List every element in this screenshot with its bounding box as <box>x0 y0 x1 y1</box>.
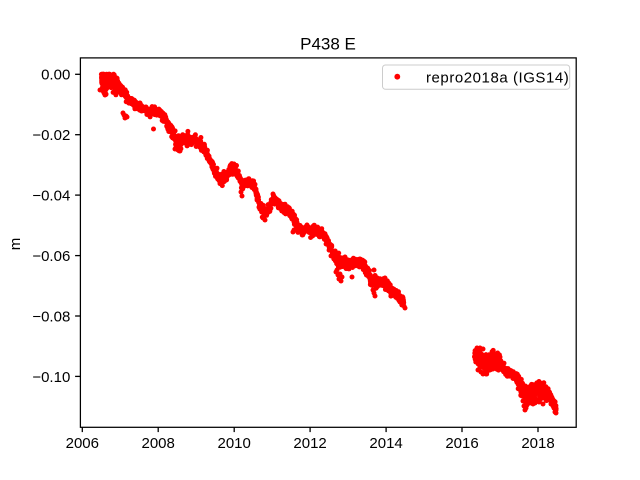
svg-text:2012: 2012 <box>293 435 326 452</box>
svg-text:−0.06: −0.06 <box>32 248 70 265</box>
svg-text:2006: 2006 <box>66 435 99 452</box>
svg-text:2016: 2016 <box>445 435 478 452</box>
svg-text:2014: 2014 <box>369 435 402 452</box>
svg-text:0.00: 0.00 <box>41 67 70 84</box>
svg-text:P438 E: P438 E <box>300 34 356 53</box>
svg-text:repro2018a (IGS14): repro2018a (IGS14) <box>426 70 569 87</box>
svg-text:−0.04: −0.04 <box>32 188 70 205</box>
svg-text:−0.10: −0.10 <box>32 369 70 386</box>
svg-text:2018: 2018 <box>521 435 554 452</box>
svg-text:2010: 2010 <box>218 435 251 452</box>
svg-text:m: m <box>7 238 24 251</box>
svg-text:−0.02: −0.02 <box>32 127 70 144</box>
svg-text:2008: 2008 <box>142 435 175 452</box>
svg-text:−0.08: −0.08 <box>32 308 70 325</box>
